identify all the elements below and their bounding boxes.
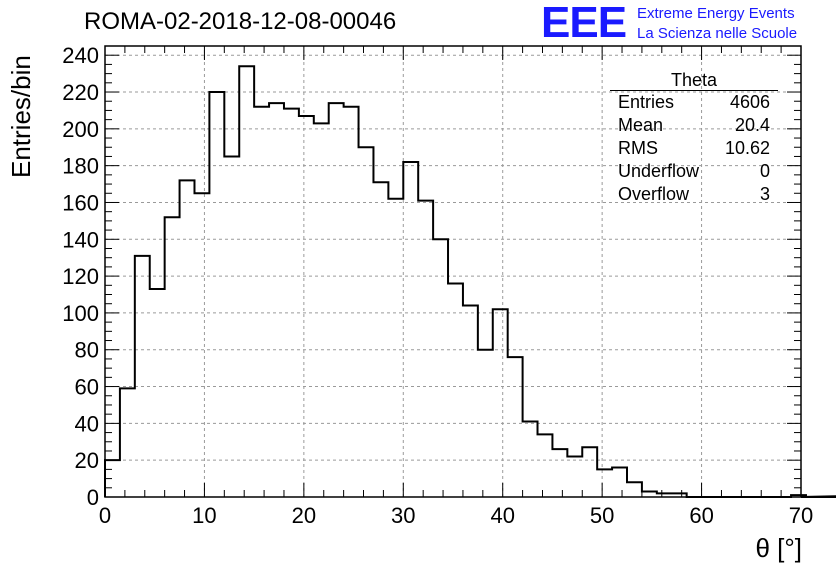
stats-row: RMS 10.62 (610, 137, 778, 160)
stats-title: Theta (610, 70, 778, 91)
stats-label: Overflow (618, 184, 690, 204)
axis-ticks (104, 45, 802, 498)
y-tick-label: 220 (62, 80, 99, 105)
stats-value: 20.4 (734, 115, 770, 135)
stats-row: Mean 20.4 (610, 114, 778, 137)
tick-labels: 0 10 20 30 40 50 60 700204060801001201401601802… (62, 43, 813, 528)
stats-label: RMS (618, 138, 658, 158)
stats-label: Mean (618, 115, 664, 135)
y-tick-label: 0 (87, 485, 99, 510)
x-tick-label: 70 (789, 503, 813, 528)
stats-row: Underflow 0 (610, 160, 778, 183)
logo-line-2: La Scienza nelle Scuole (637, 25, 798, 42)
stats-value: 3 (759, 184, 770, 204)
chart-title: ROMA-02-2018-12-08-00046 (84, 8, 397, 35)
x-tick-label: 60 (689, 503, 713, 528)
stats-value: 0 (759, 161, 770, 181)
x-tick-label: 0 (99, 503, 111, 528)
eee-logo: EEE (541, 0, 627, 47)
x-tick-label: 40 (490, 503, 514, 528)
y-tick-label: 20 (75, 448, 99, 473)
y-tick-label: 160 (62, 190, 99, 215)
x-tick-label: 30 (391, 503, 415, 528)
y-tick-label: 120 (62, 264, 99, 289)
y-tick-label: 240 (62, 43, 99, 68)
y-axis-label: Entries/bin (6, 55, 36, 178)
y-tick-label: 80 (75, 338, 99, 363)
stats-row: Entries 4606 (610, 91, 778, 114)
eee-logo-caption: Extreme Energy Events La Scienza nelle S… (637, 4, 797, 44)
stats-row: Overflow 3 (610, 183, 778, 206)
y-tick-label: 40 (75, 411, 99, 436)
logo-line-1: Extreme Energy Events (637, 5, 795, 22)
x-axis-label: θ [°] (755, 533, 802, 563)
grid (105, 46, 801, 497)
y-tick-label: 100 (62, 301, 99, 326)
histogram-outline (104, 65, 836, 498)
stats-label: Underflow (618, 161, 700, 181)
y-tick-label: 60 (75, 375, 99, 400)
x-tick-label: 10 (192, 503, 216, 528)
plot-frame (104, 45, 802, 498)
stats-value: 10.62 (724, 138, 770, 158)
x-tick-label: 50 (590, 503, 614, 528)
y-tick-label: 180 (62, 154, 99, 179)
stats-label: Entries (618, 92, 675, 112)
y-tick-label: 200 (62, 117, 99, 142)
x-tick-label: 20 (292, 503, 316, 528)
y-tick-label: 140 (62, 227, 99, 252)
stats-box: Theta Entries 4606 Mean 20.4 RMS 10.62 U… (610, 70, 778, 206)
stats-value: 4606 (729, 92, 770, 112)
